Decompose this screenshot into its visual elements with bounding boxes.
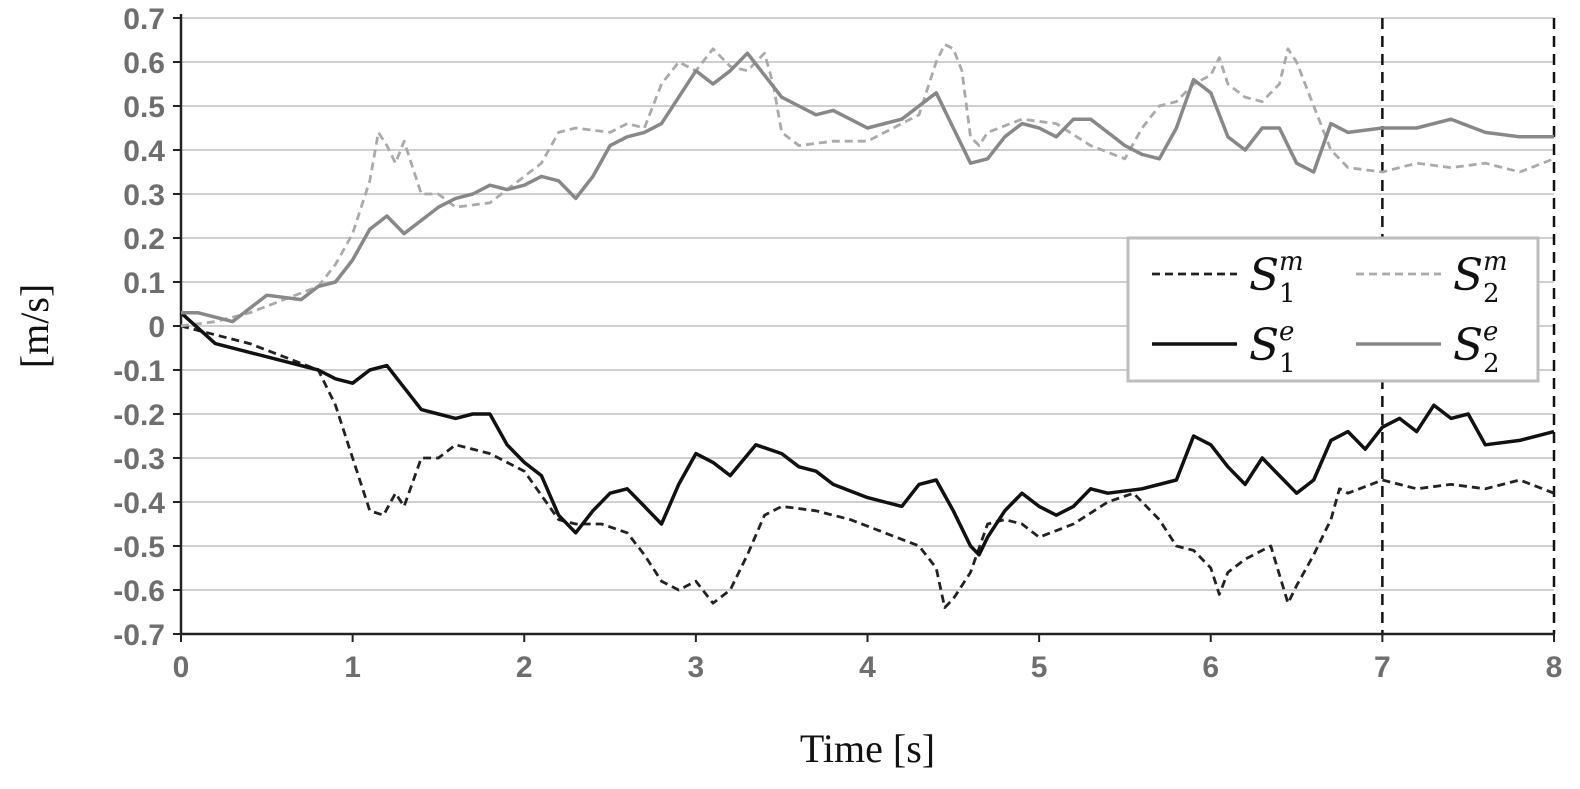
y-tick-label: -0.2 (113, 399, 165, 432)
series-lines (179, 43, 1555, 609)
y-tick-labels: 0.7 0.6 0.5 0.4 0.3 0.2 0.1 0 -0.1 -0.2 -0.3 -0.4 -0… (113, 3, 165, 652)
x-axis-label: Time [s] (800, 726, 935, 771)
y-tick-label: 0 (148, 311, 165, 344)
y-axis-label: [m/s] (12, 284, 57, 368)
gridlines (181, 17, 1554, 591)
x-tick-label: 2 (516, 651, 533, 684)
x-tick-label: 4 (859, 651, 876, 684)
x-tick-label: 8 (1546, 651, 1563, 684)
legend-label-S2e: S (1453, 320, 1483, 371)
x-tick-label: 5 (1031, 651, 1048, 684)
legend-superscript: m (1279, 247, 1304, 277)
legend-subscript: 1 (1279, 349, 1296, 379)
legend-superscript: m (1483, 247, 1508, 277)
y-tick-label: 0.4 (123, 135, 165, 168)
series-line-S2e (181, 51, 1554, 324)
y-tick-label: 0.3 (123, 179, 165, 212)
y-tick-label: 0.2 (123, 223, 165, 256)
x-tick-label: 1 (344, 651, 361, 684)
y-tick-label: -0.7 (113, 619, 165, 652)
legend-subscript: 2 (1483, 279, 1500, 309)
y-tick-label: -0.5 (113, 531, 165, 564)
y-tick-label: 0.5 (123, 91, 165, 124)
y-tick-label: -0.6 (113, 575, 165, 608)
series-line-S1m (180, 324, 1555, 609)
legend-box (1126, 236, 1540, 383)
y-tick-label: -0.4 (113, 487, 165, 520)
legend-subscript: 2 (1483, 349, 1500, 379)
legend-superscript: e (1279, 317, 1294, 347)
y-tick-label: -0.3 (113, 443, 165, 476)
x-tick-label: 0 (173, 651, 190, 684)
y-tick-label: 0.7 (123, 3, 165, 36)
legend-superscript: e (1483, 317, 1498, 347)
axes (173, 14, 1555, 642)
legend-label-S2m: S (1453, 250, 1483, 301)
x-tick-label: 3 (688, 651, 705, 684)
x-tick-label: 7 (1374, 651, 1391, 684)
legend-label-S1m: S (1249, 250, 1279, 301)
series-line-S1e (179, 311, 1555, 557)
y-tick-label: 0.6 (123, 47, 165, 80)
legend-subscript: 1 (1279, 279, 1296, 309)
y-tick-label: 0.1 (123, 267, 165, 300)
legend-label-S1e: S (1249, 320, 1279, 371)
y-tick-label: -0.1 (113, 355, 165, 388)
x-tick-labels: 0 1 2 3 4 5 6 7 8 (173, 651, 1563, 684)
x-tick-label: 6 (1202, 651, 1219, 684)
